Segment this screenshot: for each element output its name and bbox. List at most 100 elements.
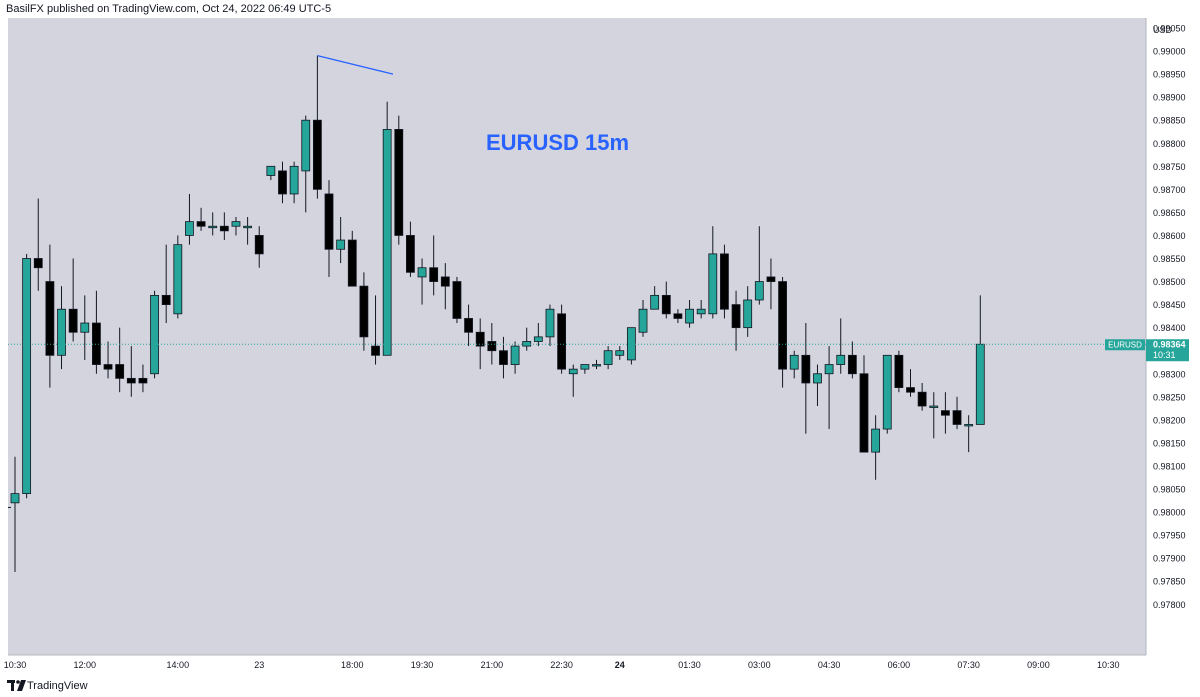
x-axis: 10:30 12:00 14:00 23 18:00 19:30 21:00 22:30 24 0… <box>4 660 1120 670</box>
chart-area[interactable]: USD EURUSD 15m 0.99050 0.99000 0.98950 0.98… <box>0 18 1200 675</box>
candle-body-up <box>696 308 706 315</box>
candle <box>382 101 392 356</box>
x-tick-label: 21:00 <box>481 660 504 670</box>
candle <box>685 299 694 328</box>
tradingview-logo-icon[interactable] <box>7 680 27 692</box>
y-tick-label: 0.98700 <box>1153 185 1186 195</box>
candle-body-up <box>754 281 764 301</box>
candle-body-up <box>975 343 985 425</box>
candle <box>196 207 206 231</box>
candle-body-up <box>289 165 299 195</box>
y-tick-label: 0.98200 <box>1153 415 1186 425</box>
candle-body-up <box>173 244 183 315</box>
candle <box>219 212 229 241</box>
candle-body-up <box>836 354 846 365</box>
candle-body-up <box>80 322 90 333</box>
candle-body-down <box>254 235 264 255</box>
candle-body-up <box>243 225 253 229</box>
candle-body-down <box>138 377 148 384</box>
candle-body-down <box>394 129 404 236</box>
candle-body-up <box>626 327 636 361</box>
candle-body-down <box>766 276 776 282</box>
candle-body-down <box>859 373 869 453</box>
candle-body-down <box>464 318 473 333</box>
candle-body-down <box>720 253 729 310</box>
footer: TradingView <box>0 675 1200 697</box>
x-tick-label: 10:30 <box>4 660 27 670</box>
x-tick-label: 03:00 <box>748 660 771 670</box>
candle <box>185 193 194 245</box>
candle <box>33 198 43 291</box>
candle-body-down <box>429 267 439 282</box>
candle-body-down <box>778 281 787 370</box>
y-tick-label: 0.97900 <box>1153 554 1186 564</box>
candle <box>545 304 555 347</box>
candlestick-chart[interactable]: USD EURUSD 15m 0.99050 0.99000 0.98950 0.98… <box>0 18 1200 675</box>
time-axis-panel <box>0 655 1200 675</box>
candle-body-down <box>371 345 380 356</box>
candle-body-up <box>266 165 276 176</box>
candle-body-up <box>185 221 194 236</box>
candle <box>929 392 939 439</box>
candle-body-down <box>906 387 915 393</box>
candle <box>766 258 776 310</box>
candle <box>789 350 799 379</box>
y-tick-label: 0.98800 <box>1153 139 1186 149</box>
candles <box>10 55 985 572</box>
candle-body-down <box>475 331 485 347</box>
candle-body-down <box>33 258 43 269</box>
candle <box>836 318 846 374</box>
candle <box>359 272 369 351</box>
candle <box>592 359 601 370</box>
tradingview-brand[interactable]: TradingView <box>27 680 88 692</box>
candle-body-down <box>103 364 113 370</box>
candle <box>533 323 543 347</box>
candle-body-up <box>510 345 520 365</box>
candle-body-down <box>406 235 415 273</box>
x-tick-label: 14:00 <box>167 660 190 670</box>
candle-body-up <box>545 308 555 338</box>
y-tick-label: 0.98500 <box>1153 277 1186 287</box>
trend-line <box>317 55 394 75</box>
candle <box>45 244 55 388</box>
candle <box>906 369 915 397</box>
candle-body-down <box>452 281 462 319</box>
candle <box>208 212 218 236</box>
candle-body-down <box>801 354 811 384</box>
candle-body-up <box>615 350 625 356</box>
candle-body-down <box>440 276 450 287</box>
candle <box>615 346 625 360</box>
candle-body-up <box>592 364 601 367</box>
candle-body-up <box>568 368 578 375</box>
candle-body-down <box>115 364 125 379</box>
candle <box>301 115 311 213</box>
candle <box>557 304 567 374</box>
candle-body-down <box>68 308 78 333</box>
x-tick-label: 19:30 <box>411 660 434 670</box>
candle-body-up <box>231 221 241 227</box>
candle <box>115 327 125 393</box>
candle-body-down <box>126 377 136 384</box>
candle-body-up <box>882 354 892 430</box>
candle <box>336 217 346 264</box>
candle <box>603 346 613 370</box>
candle-body-up <box>638 308 648 333</box>
candle-body-up <box>650 294 660 310</box>
y-axis: 0.99050 0.99000 0.98950 0.98900 0.98850 0.988… <box>1153 24 1186 610</box>
candle <box>254 226 264 268</box>
candle-body-down <box>941 410 950 416</box>
symbol-tag-text: EURUSD <box>1108 341 1142 350</box>
candle <box>743 286 753 337</box>
candle-body-down <box>847 354 857 375</box>
y-tick-label: 0.99050 <box>1153 24 1186 34</box>
candle-body-up <box>336 239 346 250</box>
candle <box>638 299 648 337</box>
candle <box>580 364 590 374</box>
candle <box>510 341 520 374</box>
candle <box>312 55 322 199</box>
candle-body-up <box>871 428 881 453</box>
candle <box>964 415 974 453</box>
candle-body-down <box>347 239 357 287</box>
candle <box>347 230 357 287</box>
